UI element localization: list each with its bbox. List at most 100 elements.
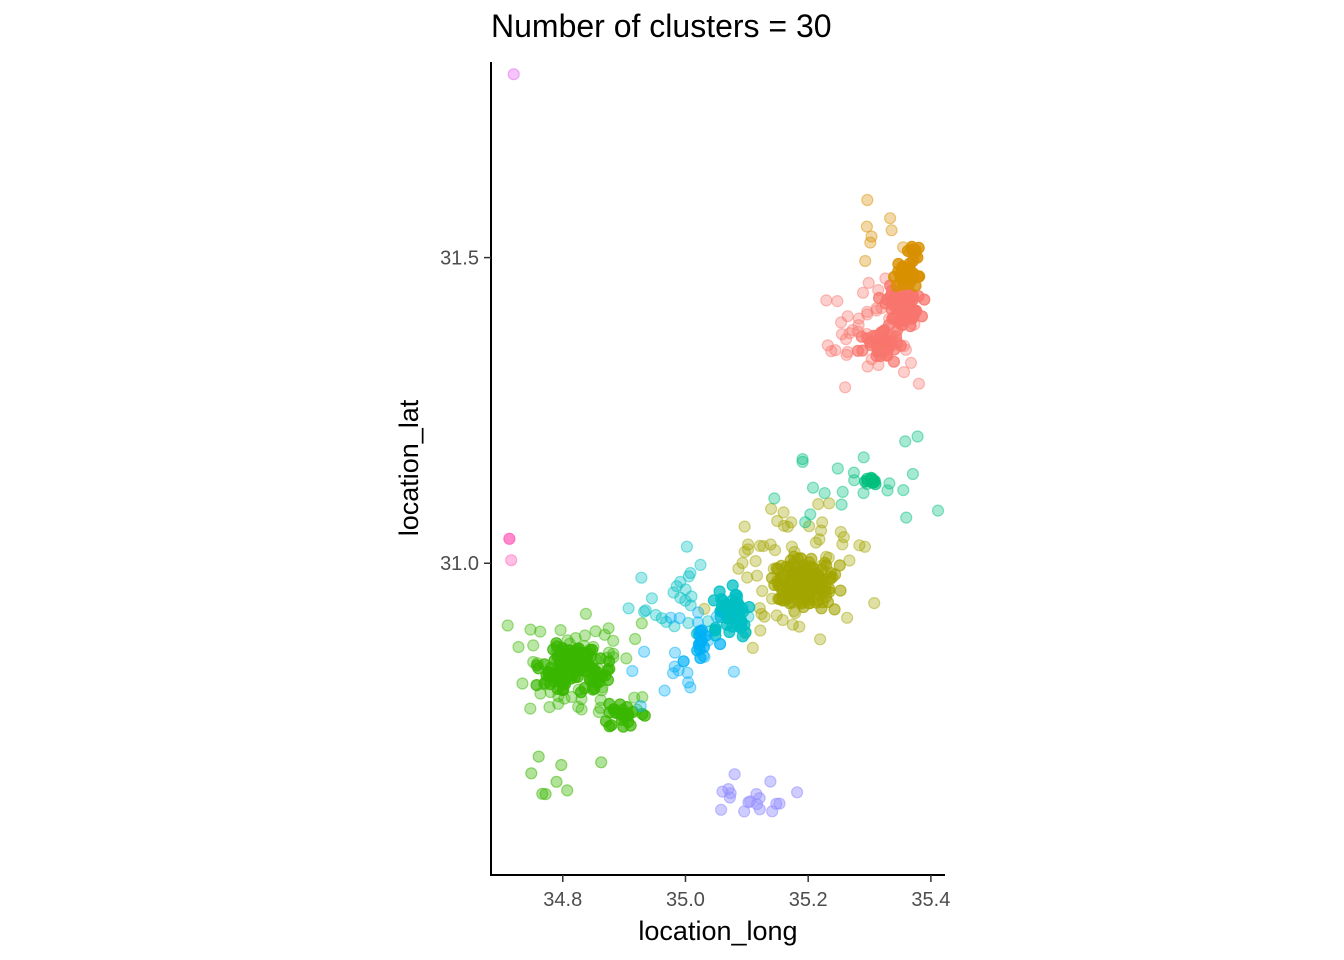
data-point [685, 590, 698, 603]
data-point [872, 358, 885, 372]
data-point [719, 599, 733, 612]
data-point [736, 556, 749, 570]
data-point [789, 606, 802, 620]
data-point [840, 348, 853, 361]
data-point [694, 651, 707, 665]
data-point [552, 690, 565, 703]
data-point [892, 301, 906, 315]
data-point [819, 550, 833, 564]
data-point [879, 297, 892, 310]
data-point [877, 335, 891, 348]
data-point [516, 677, 529, 690]
data-point [785, 540, 799, 553]
data-point [792, 593, 806, 607]
data-point [607, 634, 620, 647]
data-point [843, 554, 856, 567]
data-point [814, 524, 828, 537]
data-point [655, 612, 668, 625]
data-point [776, 613, 789, 627]
data-point [820, 294, 833, 307]
data-point [813, 580, 826, 593]
data-point [875, 301, 888, 315]
data-point [702, 634, 715, 647]
data-point [684, 566, 697, 580]
data-point [527, 639, 540, 652]
data-point [556, 676, 569, 689]
data-point [903, 245, 917, 258]
data-point [561, 784, 574, 797]
data-point [897, 339, 911, 352]
data-point [677, 655, 690, 668]
data-point [649, 608, 662, 622]
data-point [556, 641, 569, 654]
data-point [501, 619, 514, 632]
data-point [764, 775, 777, 788]
data-point [885, 224, 898, 237]
data-point [551, 670, 564, 683]
data-point [804, 508, 817, 521]
data-point [628, 691, 641, 704]
data-point [694, 558, 707, 572]
data-point [714, 803, 728, 816]
data-point [538, 678, 551, 691]
data-point [780, 560, 793, 573]
data-point [682, 570, 695, 583]
data-point [859, 254, 872, 268]
data-point [775, 583, 789, 597]
data-point [862, 276, 875, 289]
data-point [664, 611, 677, 624]
data-point [596, 681, 609, 694]
data-point [865, 230, 878, 243]
data-point [581, 656, 594, 669]
data-point [589, 625, 602, 638]
data-point [768, 543, 782, 557]
data-point [838, 381, 852, 394]
data-point [555, 758, 568, 772]
data-point [806, 481, 820, 494]
data-point [810, 596, 823, 609]
data-point [756, 584, 769, 598]
data-point [680, 540, 694, 553]
data-point [621, 709, 634, 723]
data-point [764, 502, 778, 515]
data-point [857, 486, 870, 500]
data-point [803, 590, 816, 603]
x-tick-label: 35.4 [911, 889, 950, 911]
data-point [776, 571, 789, 584]
data-point [741, 571, 754, 584]
data-point [874, 326, 888, 339]
data-point [853, 539, 866, 552]
data-point [912, 377, 926, 390]
data-point [883, 477, 896, 490]
data-point [787, 557, 800, 571]
data-point [767, 562, 780, 576]
data-point [543, 700, 556, 714]
data-point [527, 655, 540, 669]
data-point [851, 325, 865, 338]
data-point [550, 775, 563, 788]
data-point [803, 581, 816, 595]
data-point [755, 607, 768, 621]
y-tick-label: 31.0 [440, 553, 479, 575]
data-point [539, 787, 552, 801]
data-point [586, 679, 600, 692]
data-point [532, 750, 545, 763]
data-point [698, 650, 711, 664]
data-point [860, 327, 874, 341]
data-point [668, 646, 682, 659]
data-point [840, 611, 854, 624]
data-point [816, 516, 829, 529]
data-point [834, 316, 848, 329]
data-point [727, 665, 741, 678]
data-point [572, 700, 585, 714]
data-point [906, 243, 919, 256]
data-point [882, 319, 896, 332]
data-point [764, 538, 777, 551]
data-point [589, 653, 603, 666]
data-point [906, 268, 919, 281]
y-axis-ticks: 31.0 31.5 [440, 248, 491, 575]
y-tick-label: 31.5 [440, 248, 479, 270]
data-point [861, 360, 874, 373]
data-point [742, 610, 755, 623]
data-point [603, 662, 616, 676]
